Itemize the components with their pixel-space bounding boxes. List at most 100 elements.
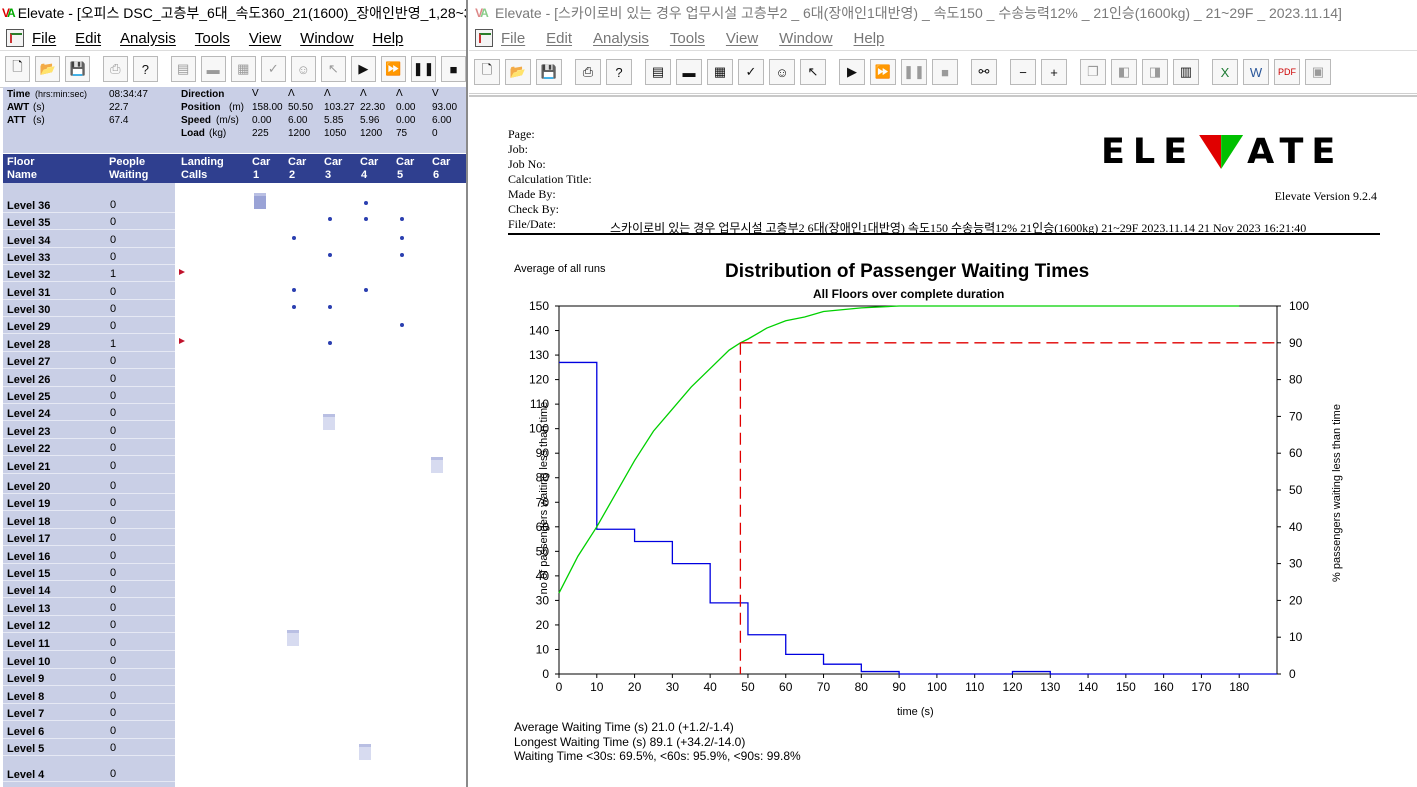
floor-row[interactable]: Level 23 0 xyxy=(3,422,175,439)
floor-row[interactable]: Level 19 0 xyxy=(3,494,175,511)
floor-name: Level 18 xyxy=(7,516,51,528)
previous-page-icon[interactable]: ◧ xyxy=(1111,59,1137,85)
floor-row[interactable]: Level 4 0 xyxy=(3,765,175,782)
floor-grid-header: Floor Name People Waiting Landing Calls … xyxy=(3,154,466,183)
open-folder-icon[interactable]: 📂 xyxy=(35,56,61,82)
play-icon[interactable]: ▶ xyxy=(839,59,865,85)
floor-row[interactable]: Level 14 0 xyxy=(3,581,175,598)
pause-icon[interactable]: ❚❚ xyxy=(410,56,437,82)
pdf-export-icon[interactable]: PDF xyxy=(1274,59,1300,85)
floor-row[interactable]: Level 21 0 xyxy=(3,457,175,474)
check-icon[interactable]: ✓ xyxy=(738,59,764,85)
menu-window[interactable]: Window xyxy=(779,29,833,47)
display-icon[interactable]: ▬ xyxy=(676,59,702,85)
stop-icon[interactable]: ■ xyxy=(932,59,958,85)
floor-row[interactable]: Level 31 0 xyxy=(3,283,175,300)
menu-help[interactable]: Help xyxy=(853,29,885,47)
menu-analysis[interactable]: Analysis xyxy=(120,29,176,47)
grid-icon[interactable]: ▦ xyxy=(707,59,733,85)
new-file-icon[interactable]: 🗋 xyxy=(474,59,500,85)
save-icon[interactable]: 💾 xyxy=(536,59,562,85)
floor-row[interactable]: Level 27 0 xyxy=(3,352,175,369)
help-icon[interactable]: ? xyxy=(132,56,158,82)
floor-row[interactable]: Level 10 0 xyxy=(3,652,175,669)
floor-row[interactable]: Level 28 1 xyxy=(3,335,175,352)
menu-analysis[interactable]: Analysis xyxy=(593,29,649,47)
floor-row[interactable]: Level 29 0 xyxy=(3,317,175,334)
menu-edit[interactable]: Edit xyxy=(546,29,573,47)
floor-row[interactable]: Level 32 1 xyxy=(3,265,175,282)
fast-forward-icon[interactable]: ⏩ xyxy=(380,56,406,82)
bar-chart-icon[interactable]: ▥ xyxy=(1173,59,1199,85)
document-icon[interactable] xyxy=(6,29,24,47)
floor-people-waiting: 0 xyxy=(110,497,117,509)
data-icon[interactable]: ▤ xyxy=(645,59,671,85)
word-export-icon[interactable]: W xyxy=(1243,59,1269,85)
next-page-icon[interactable]: ◨ xyxy=(1142,59,1168,85)
floor-row[interactable]: Level 26 0 xyxy=(3,370,175,387)
people-icon[interactable]: ☺ xyxy=(769,59,795,85)
floor-row[interactable]: Level 7 0 xyxy=(3,704,175,721)
menu-edit[interactable]: Edit xyxy=(75,29,102,47)
report-icon[interactable]: ▣ xyxy=(1305,59,1331,85)
floor-row[interactable]: Level 34 0 xyxy=(3,231,175,248)
new-file-icon[interactable]: 🗋 xyxy=(5,56,31,82)
grid-icon[interactable]: ▦ xyxy=(230,56,256,82)
floor-row[interactable]: Level 11 0 xyxy=(3,634,175,651)
floor-row[interactable]: Level 13 0 xyxy=(3,599,175,616)
save-icon[interactable]: 💾 xyxy=(65,56,91,82)
floor-row[interactable]: Level 15 0 xyxy=(3,564,175,581)
menu-window[interactable]: Window xyxy=(300,29,354,47)
excel-export-icon[interactable]: X xyxy=(1212,59,1238,85)
time-unit: (hrs:min:sec) xyxy=(35,89,88,99)
car1-speed: 0.00 xyxy=(252,115,272,126)
floor-row[interactable]: Level 18 0 xyxy=(3,512,175,529)
floor-row[interactable]: Level 8 0 xyxy=(3,687,175,704)
menu-view[interactable]: View xyxy=(725,29,759,47)
fast-forward-icon[interactable]: ⏩ xyxy=(870,59,896,85)
floor-row[interactable]: Level 25 0 xyxy=(3,387,175,404)
pointer-icon[interactable]: ↖ xyxy=(800,59,826,85)
floor-row[interactable]: Level 24 0 xyxy=(3,404,175,421)
menu-help[interactable]: Help xyxy=(372,29,404,47)
menu-tools[interactable]: Tools xyxy=(194,29,230,47)
floor-row[interactable]: Level 30 0 xyxy=(3,300,175,317)
stop-icon[interactable]: ■ xyxy=(441,56,466,82)
zoom-out-icon[interactable]: − xyxy=(1010,59,1036,85)
display-icon[interactable]: ▬ xyxy=(200,56,226,82)
floor-row[interactable]: Level 20 0 xyxy=(3,477,175,494)
floor-row[interactable]: Level 16 0 xyxy=(3,547,175,564)
print-icon[interactable]: ⎙ xyxy=(102,56,128,82)
people-icon[interactable]: ☺ xyxy=(290,56,316,82)
binoculars-icon[interactable]: ⚯ xyxy=(971,59,997,85)
zoom-in-icon[interactable]: + xyxy=(1041,59,1067,85)
floor-row[interactable]: Level 33 0 xyxy=(3,248,175,265)
floor-row[interactable]: Level 35 0 xyxy=(3,213,175,230)
data-icon[interactable]: ▤ xyxy=(170,56,196,82)
pause-icon[interactable]: ❚❚ xyxy=(901,59,927,85)
check-icon[interactable]: ✓ xyxy=(260,56,286,82)
floor-row[interactable]: Level 36 0 xyxy=(3,196,175,213)
menu-tools[interactable]: Tools xyxy=(669,29,705,47)
help-icon[interactable]: ? xyxy=(606,59,632,85)
y-tick-label: 0 xyxy=(542,667,549,681)
check-by-label: Check By: xyxy=(508,202,559,216)
floor-row[interactable]: Level 17 0 xyxy=(3,529,175,546)
floor-row[interactable]: Level 6 0 xyxy=(3,722,175,739)
header-waiting: Waiting xyxy=(109,169,149,181)
car2-load: 1200 xyxy=(288,128,311,139)
floor-row[interactable]: Level 9 0 xyxy=(3,669,175,686)
print-icon[interactable]: ⎙ xyxy=(575,59,601,85)
pointer-icon[interactable]: ↖ xyxy=(320,56,346,82)
copy-icon[interactable]: ❐ xyxy=(1080,59,1106,85)
play-icon[interactable]: ▶ xyxy=(350,56,376,82)
menu-file[interactable]: File xyxy=(501,29,526,47)
floor-row[interactable]: Level 5 0 xyxy=(3,739,175,756)
floor-row[interactable]: Level 22 0 xyxy=(3,439,175,456)
menu-view[interactable]: View xyxy=(248,29,282,47)
menu-file[interactable]: File xyxy=(32,29,57,47)
document-icon[interactable] xyxy=(475,29,493,47)
open-folder-icon[interactable]: 📂 xyxy=(505,59,531,85)
waiting-time-chart: 0 10 20 30 40 50 60 70 80 90 100 110 120 130 140 150 160… xyxy=(529,299,1309,694)
floor-row[interactable]: Level 12 0 xyxy=(3,616,175,633)
